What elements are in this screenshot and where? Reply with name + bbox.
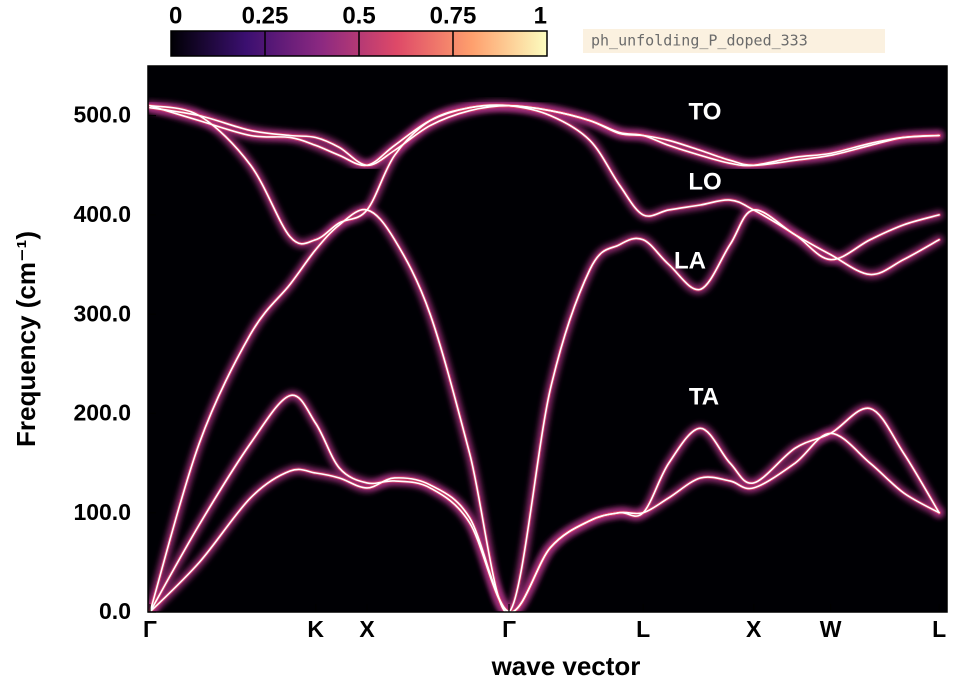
colorbar-tick-label: 0.25 xyxy=(242,2,289,29)
x-tick-label: W xyxy=(820,616,842,642)
y-tick-label: 300.0 xyxy=(73,300,131,326)
band-line xyxy=(149,394,940,612)
y-tick-label: 500.0 xyxy=(73,102,131,128)
file-label-box xyxy=(583,29,885,53)
annotation: LO xyxy=(688,168,721,195)
x-tick-label: X xyxy=(746,616,762,642)
annotation: TA xyxy=(689,383,719,410)
annotation: LA xyxy=(674,247,706,274)
band-line xyxy=(149,104,940,261)
x-tick-label: L xyxy=(932,616,946,642)
y-tick-label: 100.0 xyxy=(73,499,131,525)
file-label: ph_unfolding_P_doped_333 xyxy=(591,32,808,50)
y-tick-label: 0.0 xyxy=(99,598,131,624)
x-tick-label: L xyxy=(636,616,650,642)
y-axis-title: Frequency (cm⁻¹) xyxy=(11,231,41,447)
plot-background xyxy=(148,66,947,612)
band-line xyxy=(149,208,940,612)
y-tick-label: 200.0 xyxy=(73,400,131,426)
x-tick-label: Γ xyxy=(502,616,516,642)
x-tick-label: X xyxy=(359,616,375,642)
colorbar-tick-label: 0.75 xyxy=(430,2,477,29)
colorbar-tick-label: 0 xyxy=(169,2,182,29)
x-tick-label: K xyxy=(307,616,324,642)
x-axis-title: wave vector xyxy=(491,651,641,681)
plot-marks xyxy=(148,100,944,612)
x-tick-label: Γ xyxy=(143,616,157,642)
colorbar-tick-label: 0.5 xyxy=(342,2,375,29)
annotation: TO xyxy=(689,98,722,125)
y-tick-label: 400.0 xyxy=(73,201,131,227)
band-line xyxy=(149,104,940,167)
colorbar-tick-label: 1 xyxy=(534,2,547,29)
plot-frame xyxy=(147,65,948,613)
